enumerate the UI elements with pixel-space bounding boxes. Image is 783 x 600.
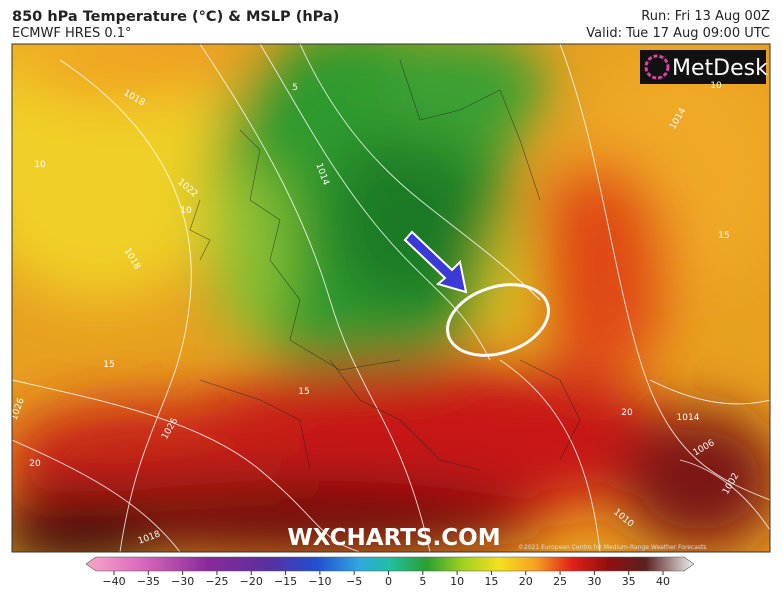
arrow	[403, 230, 468, 294]
run-time: Run: Fri 13 Aug 00Z	[641, 9, 770, 24]
colorbar-label: 30	[587, 575, 601, 588]
contour-label: 1014	[677, 413, 700, 423]
colorbar-label: −5	[346, 575, 362, 588]
contour-label: 15	[103, 360, 114, 370]
copyright: ©2021 European Centre for Medium-Range W…	[518, 544, 707, 551]
contour-label: 10	[180, 206, 192, 216]
colorbar-label: −35	[137, 575, 160, 588]
colorbar-label: 40	[656, 575, 670, 588]
valid-time: Valid: Tue 17 Aug 09:00 UTC	[586, 26, 770, 41]
watermark: WXCHARTS.COM	[287, 525, 500, 551]
title: 850 hPa Temperature (°C) & MSLP (hPa)	[12, 9, 340, 25]
colorbar-label: 35	[622, 575, 636, 588]
colorbar-label: 0	[385, 575, 392, 588]
colorbar-label: 15	[484, 575, 498, 588]
colorbar-label: −10	[308, 575, 331, 588]
contour-label: 15	[298, 387, 309, 397]
colorbar-label: 10	[450, 575, 464, 588]
colorbar-label: 25	[553, 575, 567, 588]
colorbar-label: −25	[205, 575, 228, 588]
colorbar-label: 20	[519, 575, 533, 588]
map-frame	[11, 43, 771, 553]
colorbar-label: −40	[102, 575, 125, 588]
highlight-ellipse	[446, 283, 550, 357]
contour-label: 15	[718, 231, 729, 241]
contour-label: 20	[621, 408, 633, 418]
contour-label: 20	[29, 459, 41, 469]
colorbar	[85, 556, 695, 572]
temperature-field: MetDesk WXCHARTS.COM ©2021 European Cent…	[12, 44, 770, 552]
colorbar-label: −20	[240, 575, 263, 588]
logo-text: MetDesk	[672, 56, 768, 81]
contour-label: 10	[710, 81, 722, 91]
colorbar-label: 5	[419, 575, 426, 588]
colorbar-label: −30	[171, 575, 194, 588]
contour-label: 5	[292, 83, 298, 93]
subtitle: ECMWF HRES 0.1°	[12, 26, 132, 41]
logo-icon	[644, 54, 670, 80]
colorbar-label: −15	[274, 575, 297, 588]
contour-label: 10	[34, 160, 46, 170]
